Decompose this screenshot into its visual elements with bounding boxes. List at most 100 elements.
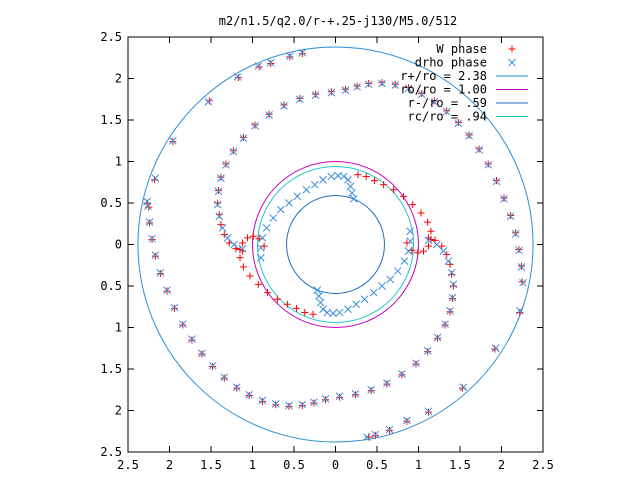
legend-label: W phase [436,42,487,56]
x-tick-label: 2 [166,458,173,472]
y-tick-label: 0.5 [100,196,122,210]
data-point [245,390,254,399]
y-tick-label: 2.5 [100,30,122,44]
data-point [398,370,406,378]
data-point [449,282,457,290]
y-tick-label: 2.5 [100,445,122,459]
x-tick-label: 0.5 [366,458,388,472]
data-point [484,160,492,168]
legend-label: ro/ro = 1.00 [400,83,487,97]
circle-mark [286,195,385,294]
data-point [198,350,206,358]
x-tick-label: 1 [415,458,422,472]
data-point [249,232,257,240]
legend-marker [508,45,516,53]
data-point [222,160,230,169]
data-point [208,361,217,370]
data-point [500,194,508,202]
data-point [225,239,233,247]
legend-marker [508,58,516,67]
data-point [417,90,426,99]
data-point [515,307,524,315]
data-point [315,292,323,300]
data-point [424,242,432,250]
data-point [491,344,500,353]
data-point [409,201,417,209]
data-point [239,263,247,271]
data-point [220,374,228,382]
data-point [178,320,187,329]
y-tick-label: 0 [115,238,122,252]
data-point [433,333,442,342]
y-tick-label: 1 [115,155,122,169]
data-point [209,363,217,371]
data-point [378,282,386,290]
data-point [218,224,227,232]
data-point [419,247,427,255]
data-point [280,101,288,109]
data-point [438,242,446,250]
x-tick-label: 0.5 [283,458,305,472]
data-point [179,321,187,329]
data-point [265,110,273,118]
data-point [344,175,352,184]
data-point [404,84,413,93]
data-point [256,243,265,252]
data-point [238,244,247,253]
data-point [390,186,398,194]
data-point [213,200,222,209]
data-point [335,392,344,401]
data-point [215,212,224,221]
data-point [163,287,171,295]
data-point [517,263,526,271]
data-point [156,268,165,277]
data-point [346,182,355,191]
data-point [447,268,456,277]
data-point [519,278,527,287]
data-point [348,189,356,197]
data-point [334,171,342,180]
x-tick-labels: 2.5 2 1.5 1 0.5 0 0.5 1 1.5 2 2.5 [117,458,554,472]
data-point [446,307,454,315]
data-point [310,399,318,407]
data-point [168,136,177,145]
data-point [351,391,359,399]
data-point [403,416,411,425]
data-point [285,402,293,410]
data-point [380,181,388,189]
data-point [352,300,361,309]
data-point [151,252,159,260]
data-point [316,298,325,307]
data-point [398,371,406,379]
data-point [424,408,432,416]
data-point [378,79,386,88]
data-point [448,293,457,302]
data-point [354,171,362,179]
data-point [271,400,280,408]
data-point [298,50,306,58]
data-point [465,131,473,139]
data-point [239,133,247,141]
data-point [245,392,253,400]
data-point [432,240,441,249]
data-point [239,239,247,247]
data-point [236,254,244,262]
data-point [449,280,458,289]
data-point [517,262,525,270]
x-tick-label: 1.5 [449,458,471,472]
data-point [442,107,451,116]
data-points [143,48,527,441]
data-point [371,430,380,439]
data-point [267,60,275,68]
data-point [285,401,293,410]
data-point [369,288,378,297]
data-point [298,400,307,409]
y-tick-label: 1.5 [100,362,122,376]
data-point [327,88,335,96]
data-point [363,433,371,441]
data-point [217,174,225,182]
data-point [298,402,306,410]
data-point [465,131,473,140]
y-tick-label: 1.5 [100,113,122,127]
legend-label: r-/ro = .59 [408,96,487,110]
